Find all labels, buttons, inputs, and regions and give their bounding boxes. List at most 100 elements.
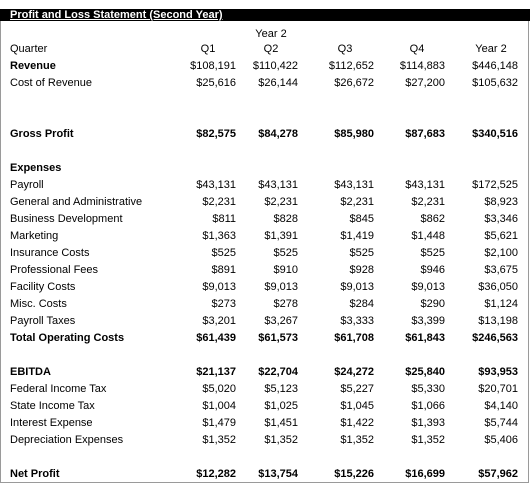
row-value-col-2: $278 [273,298,298,310]
row-value-col-5: $5,406 [484,434,518,446]
row-label: Payroll [10,179,44,191]
row-value-col-5: $20,701 [478,383,518,395]
row-value-col-5: $3,346 [484,213,518,225]
row-label: State Income Tax [10,400,95,412]
table-row: Depreciation Expenses $1,352 $1,352 $1,352 $… [0,432,530,449]
row-value-col-3: $26,672 [334,77,374,89]
row-value-col-5: $3,675 [484,264,518,276]
table-row: Marketing $1,363 $1,391 $1,419 $1,448 $5,621 [0,228,530,245]
row-value-col-4: $2,231 [411,196,445,208]
row-value-col-5: $172,525 [472,179,518,191]
table-row: Professional Fees $891 $910 $928 $946 $3,675 [0,262,530,279]
row-label: General and Administrative [10,196,143,208]
table-row: Expenses [0,160,530,177]
header-q3: Q3 [337,43,353,55]
row-value-col-2: $5,123 [264,383,298,395]
table-row: Payroll Taxes $3,201 $3,267 $3,333 $3,399 $13… [0,313,530,330]
row-label: Interest Expense [10,417,93,429]
year-label: Year 2 [255,28,287,40]
statement-title-bar: Profit and Loss Statement (Second Year) [0,9,530,21]
row-value-col-3: $845 [349,213,374,225]
table-row: Business Development $811 $828 $845 $862 $3,3… [0,211,530,228]
row-value-col-2: $1,025 [264,400,298,412]
row-value-col-1: $3,201 [202,315,236,327]
table-row: Payroll $43,131 $43,131 $43,131 $43,131 $172,… [0,177,530,194]
row-value-col-4: $27,200 [405,77,445,89]
row-label: EBITDA [10,366,51,378]
row-value-col-2: $2,231 [264,196,298,208]
row-value-col-3: $112,652 [328,60,374,72]
row-label: Misc. Costs [10,298,67,310]
row-label: Business Development [10,213,123,225]
row-value-col-4: $16,699 [405,468,445,480]
row-value-col-2: $13,754 [258,468,298,480]
table-row: Facility Costs $9,013 $9,013 $9,013 $9,013 $3… [0,279,530,296]
row-value-col-4: $1,448 [411,230,445,242]
row-label: Revenue [10,60,56,72]
table-row: State Income Tax $1,004 $1,025 $1,045 $1,066… [0,398,530,415]
row-value-col-4: $9,013 [411,281,445,293]
row-label: Gross Profit [10,128,74,140]
row-value-col-3: $1,352 [340,434,374,446]
row-value-col-2: $84,278 [258,128,298,140]
table-row: Cost of Revenue $25,616 $26,144 $26,672 $27,… [0,75,530,92]
row-value-col-3: $525 [349,247,374,259]
row-value-col-1: $2,231 [202,196,236,208]
row-value-col-2: $1,352 [264,434,298,446]
row-value-col-5: $8,923 [484,196,518,208]
row-value-col-1: $891 [211,264,236,276]
header-year2: Year 2 [475,43,507,55]
row-value-col-2: $525 [273,247,298,259]
row-value-col-4: $43,131 [405,179,445,191]
row-value-col-5: $57,962 [478,468,518,480]
row-value-col-3: $3,333 [340,315,374,327]
row-label: Marketing [10,230,59,242]
row-value-col-1: $273 [211,298,236,310]
row-value-col-5: $13,198 [478,315,518,327]
row-value-col-5: $5,744 [484,417,518,429]
row-label: Net Profit [10,468,60,480]
row-label: Payroll Taxes [10,315,76,327]
row-value-col-4: $525 [420,247,445,259]
row-value-col-2: $828 [273,213,298,225]
row-value-col-5: $2,100 [484,247,518,259]
row-value-col-1: $21,137 [196,366,236,378]
row-value-col-4: $114,883 [399,60,445,72]
header-q1: Q1 [200,43,216,55]
row-label: Total Operating Costs [10,332,125,344]
row-value-col-3: $2,231 [340,196,374,208]
row-value-col-5: $246,563 [472,332,518,344]
row-value-col-5: $93,953 [478,366,518,378]
row-value-col-1: $1,004 [202,400,236,412]
row-value-col-3: $1,045 [340,400,374,412]
row-value-col-5: $446,148 [472,60,518,72]
table-row: Interest Expense $1,479 $1,451 $1,422 $1,393… [0,415,530,432]
row-value-col-5: $340,516 [472,128,518,140]
row-value-col-5: $5,621 [484,230,518,242]
row-value-col-2: $26,144 [258,77,298,89]
row-value-col-3: $9,013 [340,281,374,293]
row-value-col-1: $25,616 [196,77,236,89]
table-row: Federal Income Tax $5,020 $5,123 $5,227 $5,3… [0,381,530,398]
row-value-col-1: $108,191 [190,60,236,72]
table-row: Net Profit $12,282 $13,754 $15,226 $16,699 $5… [0,466,530,483]
header-row: Quarter Q1 Q2 Q3 Q4 Year 2 [0,41,530,58]
row-value-col-3: $1,419 [340,230,374,242]
table-row: General and Administrative $2,231 $2,231 $2… [0,194,530,211]
row-value-col-4: $862 [420,213,445,225]
row-value-col-1: $525 [211,247,236,259]
row-value-col-3: $1,422 [340,417,374,429]
row-value-col-4: $1,352 [411,434,445,446]
row-value-col-2: $9,013 [264,281,298,293]
table-row: Gross Profit $82,575 $84,278 $85,980 $87,683… [0,126,530,143]
row-value-col-5: $1,124 [484,298,518,310]
row-value-col-4: $946 [420,264,445,276]
row-value-col-3: $85,980 [334,128,374,140]
row-value-col-1: $1,479 [202,417,236,429]
row-value-col-2: $61,573 [258,332,298,344]
row-label: Facility Costs [10,281,76,293]
table-row: Insurance Costs $525 $525 $525 $525 $2,100 [0,245,530,262]
row-value-col-2: $3,267 [264,315,298,327]
row-value-col-2: $43,131 [258,179,298,191]
row-value-col-1: $9,013 [202,281,236,293]
